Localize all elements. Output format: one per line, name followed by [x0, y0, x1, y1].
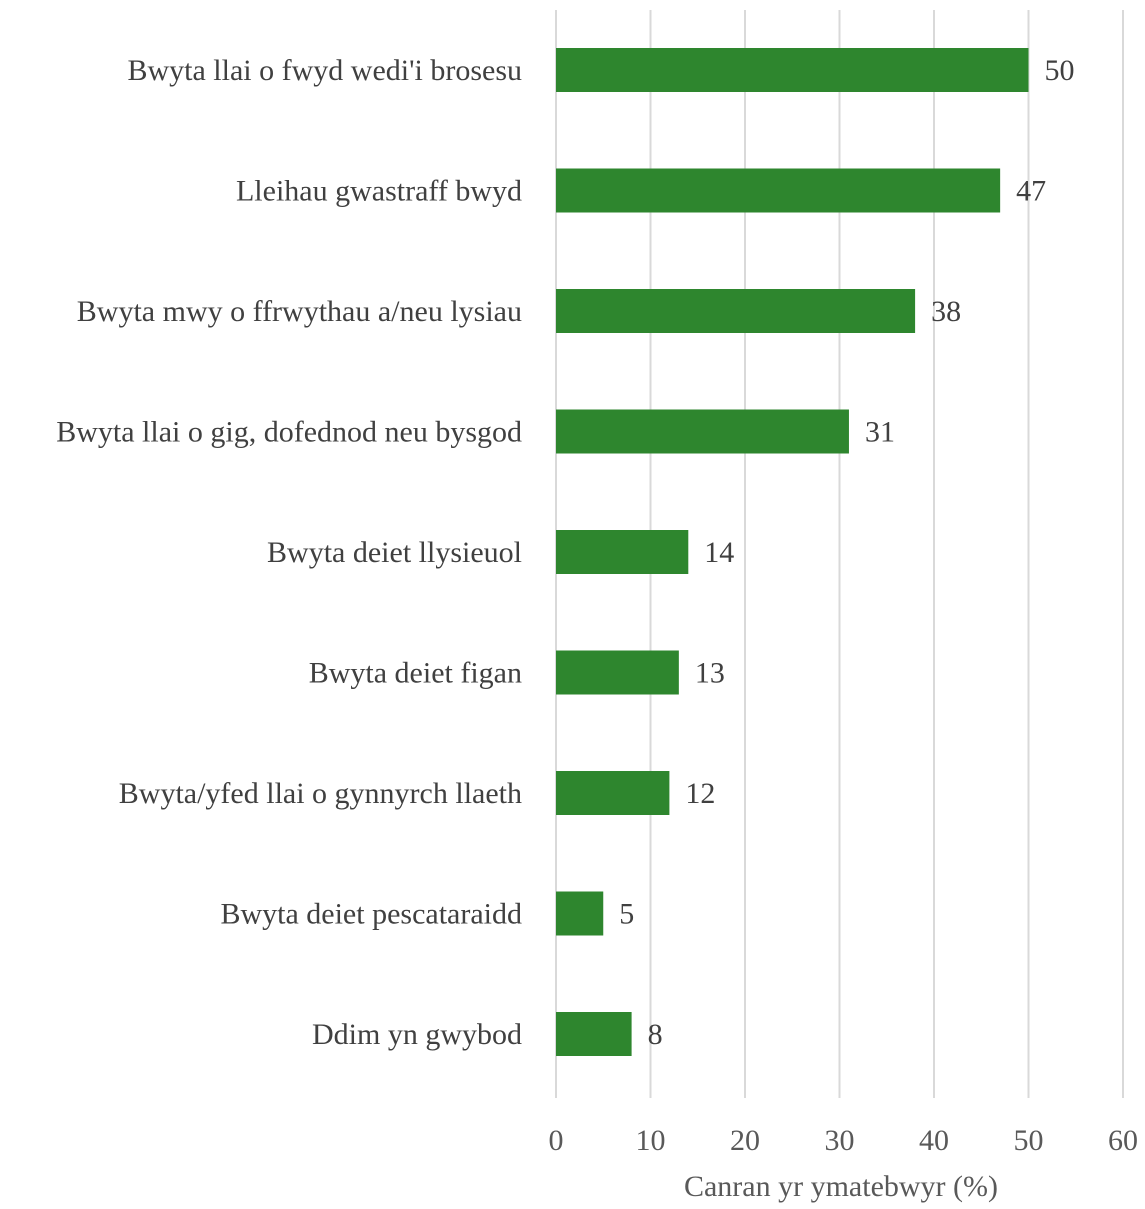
x-tick-label: 60: [1108, 1124, 1138, 1157]
x-tick-label: 0: [549, 1124, 564, 1157]
x-axis-title: Canran yr ymatebwyr (%): [684, 1170, 998, 1203]
bar: [556, 168, 1001, 213]
data-label: 31: [865, 416, 895, 449]
x-tick-labels: 0 10 20 30 40 50 60: [549, 1124, 1139, 1157]
category-label: Bwyta llai o fwyd wedi'i brosesu: [127, 54, 522, 87]
data-label: 38: [931, 295, 961, 328]
category-label: Bwyta deiet llysieuol: [267, 536, 522, 569]
data-label: 14: [704, 536, 734, 569]
category-label: Bwyta deiet figan: [309, 657, 522, 690]
bars: [556, 48, 1029, 1056]
x-tick-label: 40: [919, 1124, 949, 1157]
x-tick-label: 20: [730, 1124, 760, 1157]
category-label: Lleihau gwastraff bwyd: [236, 175, 522, 208]
data-label: 8: [648, 1018, 663, 1051]
bar: [556, 1012, 632, 1056]
category-label: Bwyta/yfed llai o gynnyrch llaeth: [119, 777, 522, 810]
data-label: 5: [619, 898, 634, 931]
data-label: 12: [685, 777, 715, 810]
bar: [556, 530, 689, 574]
category-label: Bwyta mwy o ffrwythau a/neu lysiau: [77, 295, 522, 328]
data-labels: 50 47 38 31 14 13 12 5 8: [619, 54, 1074, 1051]
bar: [556, 289, 916, 333]
bar: [556, 409, 849, 454]
category-labels: Bwyta llai o fwyd wedi'i brosesu Lleihau …: [56, 54, 522, 1051]
bar: [556, 650, 679, 695]
bar: [556, 891, 604, 936]
data-label: 13: [695, 657, 725, 690]
x-tick-label: 30: [825, 1124, 855, 1157]
bar: [556, 771, 670, 815]
data-label: 50: [1045, 54, 1075, 87]
category-label: Bwyta deiet pescataraidd: [220, 898, 522, 931]
x-tick-label: 10: [636, 1124, 666, 1157]
category-label: Bwyta llai o gig, dofednod neu bysgod: [56, 416, 522, 449]
category-label: Ddim yn gwybod: [312, 1018, 522, 1051]
bar: [556, 48, 1029, 92]
x-tick-label: 50: [1014, 1124, 1044, 1157]
data-label: 47: [1016, 175, 1046, 208]
